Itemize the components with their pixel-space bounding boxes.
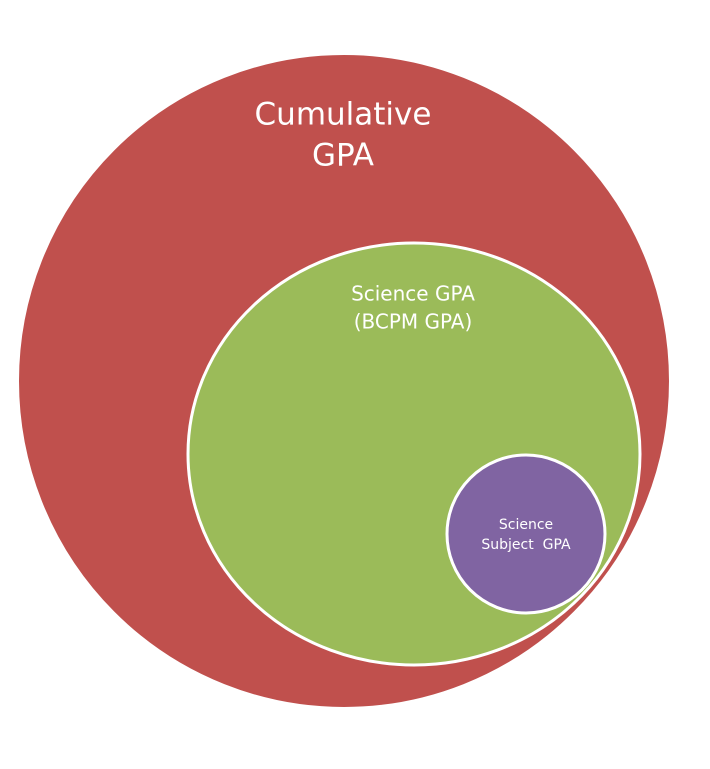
inner-label: Science	[499, 517, 553, 533]
middle-label: Science GPA	[351, 282, 475, 306]
middle-circle	[186, 241, 642, 667]
middle-label: (BCPM GPA)	[354, 310, 473, 334]
inner-label: Subject GPA	[481, 537, 571, 553]
outer-label: GPA	[312, 138, 374, 174]
inner-circle	[445, 453, 607, 615]
outer-label: Cumulative	[255, 97, 432, 133]
